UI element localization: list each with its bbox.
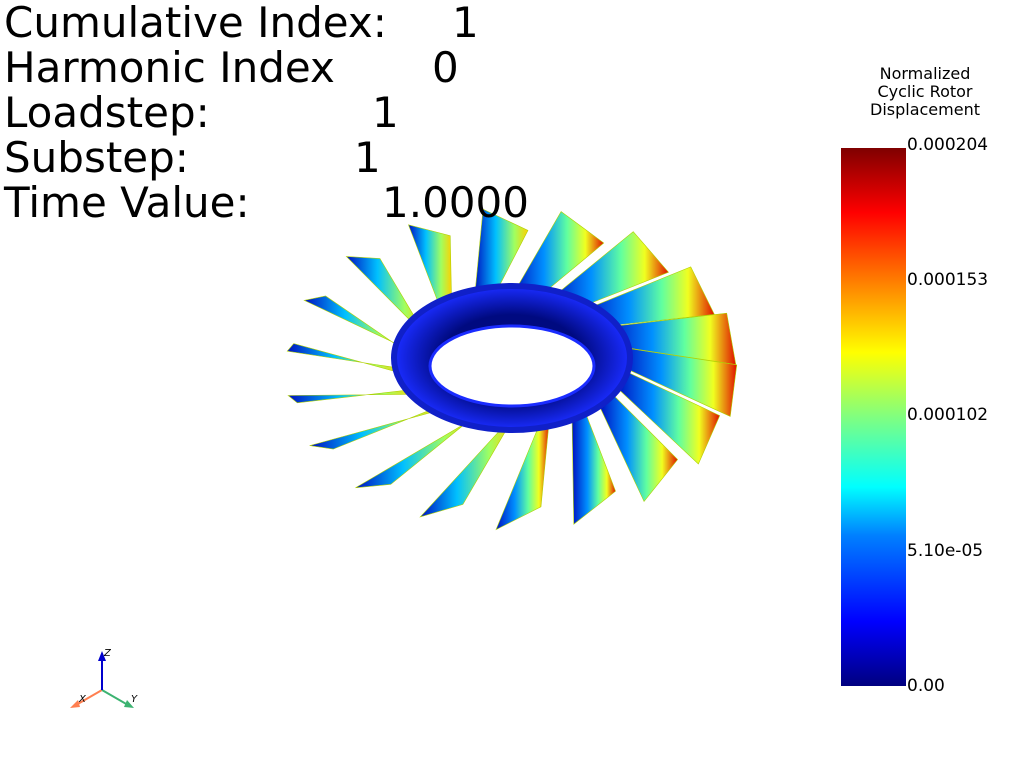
colorbar-tick-2: 0.000102 <box>907 405 989 425</box>
colorbar-title: Normalized Cyclic Rotor Displacement <box>850 65 1000 119</box>
colorbar-tick-3: 0.000153 <box>907 270 989 290</box>
rotor-blade <box>286 343 405 374</box>
time-value-value: 1.0000 <box>382 178 529 227</box>
cumulative-index-value: 1 <box>452 0 479 47</box>
y-axis-label: Y <box>131 694 138 705</box>
colorbar-tick-min: 0.00 <box>907 676 945 696</box>
rotor-blade <box>303 295 407 353</box>
loadstep-value: 1 <box>372 88 399 137</box>
colorbar-title-line2: Cyclic Rotor <box>877 82 973 101</box>
x-axis-line <box>75 689 103 706</box>
colorbar-tick-max: 0.000204 <box>907 135 989 155</box>
colorbar-title-line3: Displacement <box>870 100 980 119</box>
colorbar-title-line1: Normalized <box>879 64 971 83</box>
axes-triad: X Y Z <box>70 648 138 708</box>
rotor-hub-bore <box>428 324 596 408</box>
z-axis-label: Z <box>103 648 112 659</box>
cumulative-index-label: Cumulative Index: <box>4 0 387 47</box>
substep-label: Substep: <box>4 133 189 182</box>
y-axis-line <box>101 689 129 706</box>
time-value-label: Time Value: <box>4 178 250 227</box>
harmonic-index-label: Harmonic Index <box>4 43 335 92</box>
colorbar-tick-1: 5.10e-05 <box>907 541 984 561</box>
y-axis-arrow <box>124 700 134 708</box>
rotor-blade <box>287 388 418 404</box>
rotor-blade <box>419 419 513 518</box>
x-axis-arrow <box>70 700 80 708</box>
rotor-blade <box>355 416 475 489</box>
harmonic-index-value: 0 <box>432 43 459 92</box>
z-axis-arrow <box>98 651 106 661</box>
substep-value: 1 <box>354 133 381 182</box>
colorbar-scale <box>841 148 906 686</box>
rotor-blade <box>309 405 442 450</box>
turbine-rotor-model <box>286 208 738 531</box>
x-axis-label: X <box>78 694 87 705</box>
loadstep-label: Loadstep: <box>4 88 210 137</box>
